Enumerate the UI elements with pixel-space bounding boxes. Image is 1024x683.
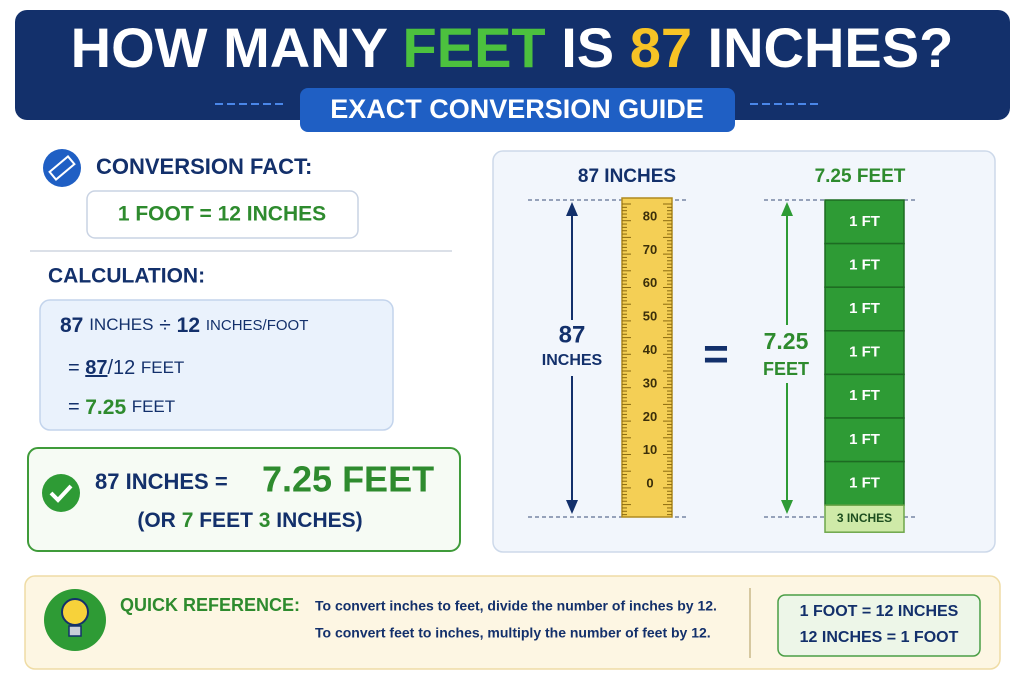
ruler-label: 70 — [643, 242, 657, 257]
result-lead: 87 INCHES = — [95, 469, 228, 494]
title-word: IS — [561, 16, 614, 79]
title-word: INCHES? — [708, 16, 954, 79]
ruler-icon-shape — [48, 155, 76, 181]
foot-block — [824, 199, 905, 245]
title: HOW MANY FEET IS 87 INCHES? — [71, 16, 954, 79]
bulb-glass — [61, 598, 89, 626]
calc-part: 12 — [177, 314, 200, 337]
calc-part: 87 — [85, 357, 107, 379]
remainder-label: 3 INCHES — [837, 511, 892, 525]
inches-label: 87 INCHES — [578, 166, 676, 187]
title-word: FEET — [403, 16, 546, 79]
calc-part: /12 — [108, 357, 136, 379]
check-icon — [42, 474, 80, 512]
calc-part: 7.25 — [85, 396, 126, 419]
fact-heading: CONVERSION FACT: — [96, 154, 312, 179]
detail-part: 3 — [259, 509, 271, 532]
detail-part: FEET — [199, 509, 253, 532]
detail-part: INCHES) — [276, 509, 362, 532]
fact-text: 1 FOOT = 12 INCHES — [118, 203, 326, 226]
calc-part: FEET — [132, 397, 175, 416]
check-mark — [49, 484, 73, 503]
ruler-label: 0 — [646, 476, 653, 491]
foot-block-label: 1 FT — [849, 431, 880, 448]
calc-part: FEET — [141, 358, 184, 377]
reference-card — [777, 594, 981, 657]
label-backdrop — [755, 325, 819, 383]
ruler-label: 10 — [643, 442, 657, 457]
ruler-label: 20 — [643, 409, 657, 424]
result-answer: 7.25 FEET — [262, 459, 434, 500]
foot-block-label: 1 FT — [849, 474, 880, 491]
calc-part: ÷ — [159, 314, 171, 337]
feet-number: 7.25 — [764, 328, 809, 354]
remainder-block — [824, 504, 905, 533]
quick-reference-box — [24, 575, 1001, 670]
ruler-label: 80 — [643, 208, 657, 223]
subtitle: EXACT CONVERSION GUIDE — [330, 94, 704, 124]
reference-line: 12 INCHES = 1 FOOT — [800, 629, 959, 646]
foot-block — [824, 330, 905, 376]
foot-block — [824, 286, 905, 332]
reference-line: 1 FOOT = 12 INCHES — [800, 603, 959, 620]
foot-block-label: 1 FT — [849, 344, 880, 361]
feet-label: 7.25 FEET — [815, 166, 906, 187]
calculation-line: = 7.25 FEET — [68, 396, 175, 419]
inches-number: 87 — [559, 321, 586, 348]
calculation-line: 87 INCHES ÷ 12 INCHES/FOOT — [60, 314, 308, 337]
foot-block — [824, 417, 905, 463]
ruler-icon — [43, 149, 81, 187]
calc-part: 87 — [60, 314, 83, 337]
quick-reference-line: To convert inches to feet, divide the nu… — [315, 598, 717, 614]
foot-block-label: 1 FT — [849, 256, 880, 273]
foot-block — [824, 242, 905, 288]
title-word: 87 — [630, 16, 692, 79]
inches-unit: INCHES — [542, 352, 603, 369]
calc-part: = — [68, 396, 80, 418]
detail-part: 7 — [182, 509, 194, 532]
calc-part: = — [68, 357, 80, 379]
calc-part: INCHES/FOOT — [206, 317, 309, 334]
result-detail: (OR 7 FEET 3 INCHES) — [137, 509, 362, 532]
bulb-base — [68, 625, 82, 637]
label-backdrop — [540, 320, 604, 376]
arrow-head — [566, 500, 578, 514]
detail-part: (OR — [137, 509, 176, 532]
fact-box — [86, 190, 359, 239]
calc-part: INCHES — [89, 315, 153, 334]
arrow-head — [781, 500, 793, 514]
ruler-label: 30 — [643, 375, 657, 390]
equals-sign: = — [703, 330, 729, 379]
calculation-box — [39, 299, 394, 431]
arrow-head — [781, 202, 793, 216]
arrow-head — [566, 202, 578, 216]
ruler-label: 60 — [643, 275, 657, 290]
calculation-heading: CALCULATION: — [48, 265, 205, 288]
ruler-label: 40 — [643, 342, 657, 357]
header-banner — [15, 10, 1010, 120]
title-word: HOW — [71, 16, 208, 79]
result-box — [27, 447, 461, 552]
ruler-label: 50 — [643, 309, 657, 324]
title-word: MANY — [223, 16, 388, 79]
subtitle-pill — [300, 88, 735, 132]
feet-unit: FEET — [763, 359, 809, 379]
foot-block-label: 1 FT — [849, 300, 880, 317]
foot-block-label: 1 FT — [849, 213, 880, 230]
calculation-line: = 87/12 FEET — [68, 357, 184, 379]
quick-reference-line: To convert feet to inches, multiply the … — [315, 625, 711, 641]
foot-block-label: 1 FT — [849, 387, 880, 404]
quick-reference-heading: QUICK REFERENCE: — [120, 595, 300, 615]
